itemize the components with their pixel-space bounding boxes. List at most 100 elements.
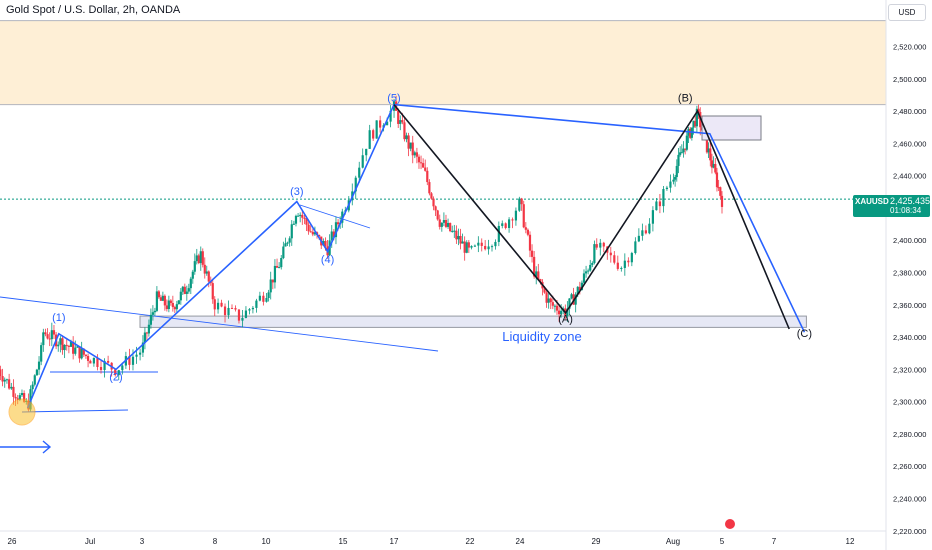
candle-body (307, 224, 310, 232)
time-tick-label: 7 (772, 537, 777, 546)
candle-body (278, 267, 281, 269)
liquidity-zone-box (139, 315, 807, 328)
candle-body (288, 238, 291, 243)
candle-body (655, 201, 658, 211)
candle-body (422, 163, 425, 168)
candle-body (213, 299, 216, 310)
candle-body (193, 261, 196, 272)
bar-countdown-label: 01:08:34 (890, 206, 922, 215)
time-tick-label: 5 (720, 537, 725, 546)
candle-body (587, 270, 590, 272)
candle-body (459, 235, 462, 244)
candle-body (50, 330, 53, 340)
economic-event-icon[interactable] (725, 519, 735, 529)
time-tick-label: Jul (85, 537, 95, 546)
candle-body (530, 250, 534, 257)
time-tick-label: 10 (262, 537, 271, 546)
candle-body (593, 244, 596, 263)
candle-body (161, 295, 164, 301)
candle-body (303, 217, 306, 219)
candle-body (265, 298, 268, 302)
candle-body (576, 286, 579, 295)
candle-body (361, 155, 364, 168)
candle-body (294, 215, 298, 224)
candle-body (547, 298, 550, 303)
candle-body (332, 231, 335, 238)
candle-body (477, 242, 480, 246)
candle-body (211, 283, 214, 300)
candle-body (149, 314, 153, 325)
price-tick-label: 2,500.000 (893, 75, 926, 84)
candle-body (584, 271, 588, 274)
candle-body (522, 204, 525, 228)
candle-body (205, 271, 208, 274)
candle-body (648, 223, 651, 234)
candle-body (117, 370, 120, 376)
candle-body (1, 376, 4, 382)
candle-body (399, 120, 402, 124)
candle-body (282, 246, 285, 259)
candle-body (141, 342, 145, 353)
candle-body (230, 307, 234, 309)
current-price-label: 2,425.435 (890, 196, 931, 206)
candle-body (199, 251, 202, 264)
price-tick-label: 2,360.000 (893, 301, 926, 310)
candle-body (76, 346, 79, 348)
triangle-line (299, 204, 371, 229)
candle-body (5, 379, 9, 381)
candle-body (42, 332, 45, 346)
candle-body (167, 300, 170, 310)
candle-body (197, 255, 200, 264)
candle-body (582, 273, 586, 283)
price-tick-label: 2,260.000 (893, 462, 926, 471)
candle-body (165, 305, 168, 310)
time-tick-label: 15 (339, 537, 348, 546)
candle-body (490, 246, 494, 248)
candle-body (599, 242, 602, 248)
candle-body (262, 295, 265, 302)
candle-body (153, 310, 156, 313)
candle-body (163, 295, 166, 306)
price-tick-label: 2,280.000 (893, 430, 926, 439)
candle-body (220, 302, 223, 307)
price-tick-label: 2,340.000 (893, 333, 926, 342)
candle-body (40, 345, 43, 362)
candle-body (99, 366, 103, 370)
candle-body (286, 242, 289, 244)
candle-body (539, 279, 542, 282)
candle-body (455, 230, 458, 240)
candle-body (175, 304, 178, 310)
candle-body (405, 135, 408, 140)
candle-body (679, 152, 682, 155)
price-tick-label: 2,300.000 (893, 398, 926, 407)
symbol-label: XAUUSD (855, 197, 889, 206)
time-tick-label: 26 (8, 537, 17, 546)
candle-body (31, 384, 34, 390)
candle-body (107, 360, 110, 363)
candle-body (533, 256, 536, 277)
arrow-head (42, 440, 52, 454)
candle-body (103, 360, 106, 370)
candle-body (248, 309, 251, 311)
candle-body (401, 120, 404, 123)
wave-label-6: (B) (678, 92, 693, 104)
candle-body (697, 108, 700, 113)
candle-body (237, 309, 241, 321)
candle-body (419, 162, 423, 164)
candle-body (227, 307, 230, 316)
candle-body (465, 242, 468, 253)
candle-body (674, 177, 677, 180)
candle-body (518, 198, 521, 211)
currency-button[interactable]: USD (888, 4, 926, 21)
current-price-tag: XAUUSD 2,425.435 01:08:34 (853, 195, 930, 217)
candle-body (694, 120, 697, 127)
candle-body (309, 231, 312, 233)
candle-body (159, 297, 162, 301)
candle-body (275, 265, 279, 268)
candle-body (685, 135, 688, 150)
candle-body (537, 271, 540, 280)
time-tick-label: 8 (213, 537, 218, 546)
candle-body (407, 135, 410, 149)
